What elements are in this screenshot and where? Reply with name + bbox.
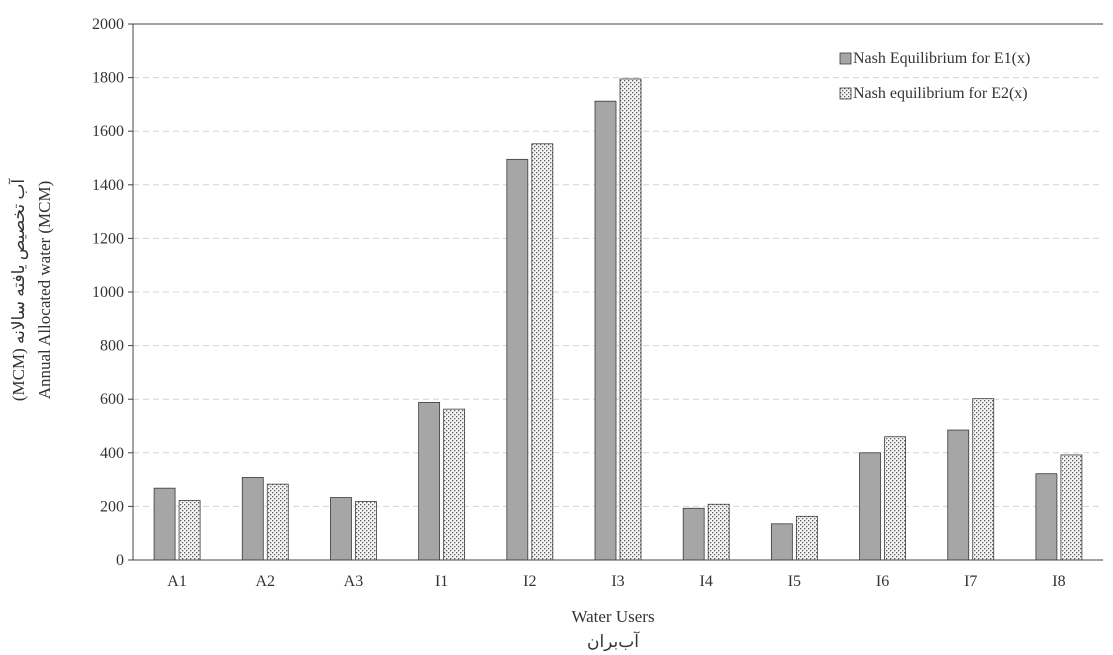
x-tick-label: I1 — [435, 573, 448, 590]
bar-series-1-A2 — [241, 477, 264, 561]
legend-item-series-1: Nash Equilibrium for E1(x) — [839, 50, 1030, 67]
y-tick-label: 800 — [100, 338, 124, 355]
y-tick-labels: 0 200 400 600 800 1000 1200 1400 1600 1800 2000 — [92, 16, 133, 569]
bar-series-2-A1 — [178, 500, 201, 561]
bar-series-1-I5 — [770, 523, 793, 561]
legend: Nash Equilibrium for E1(x) Nash equilibr… — [839, 50, 1030, 102]
bar-series-2-I5 — [795, 515, 818, 561]
y-tick-label: 1400 — [92, 177, 124, 194]
bars — [153, 78, 1083, 561]
legend-swatch-series-1 — [839, 52, 852, 65]
x-tick-label: A1 — [167, 573, 187, 590]
gridlines — [133, 77, 1103, 507]
y-axis-title-secondary: (MCM) آب تخصیص یافته سالانه — [7, 178, 29, 402]
bar-series-1-I7 — [947, 429, 970, 561]
bar-series-1-I4 — [682, 507, 705, 561]
y-tick-label: 1200 — [92, 230, 124, 247]
bar-series-1-A3 — [330, 497, 352, 561]
x-tick-label: I2 — [523, 573, 536, 590]
x-axis-title: Water Users — [571, 607, 654, 626]
bar-series-2-I8 — [1060, 454, 1083, 561]
y-tick-label: 2000 — [92, 16, 124, 33]
y-axis-title: Annual Allocated water (MCM) — [35, 181, 54, 400]
y-tick-label: 0 — [116, 552, 124, 569]
legend-label-series-1: Nash Equilibrium for E1(x) — [853, 50, 1030, 67]
y-tick-label: 1600 — [92, 123, 124, 140]
y-tick-label: 200 — [100, 498, 124, 515]
x-tick-label: A2 — [255, 573, 275, 590]
x-tick-label: A3 — [344, 573, 364, 590]
bar-series-1-I3 — [594, 100, 617, 561]
bar-series-1-I1 — [418, 402, 441, 561]
bar-series-2-A3 — [355, 501, 377, 561]
x-tick-label: I4 — [700, 573, 713, 590]
legend-label-series-2: Nash equilibrium for E2(x) — [853, 85, 1028, 102]
bar-series-2-A2 — [266, 483, 289, 561]
legend-swatch-series-2 — [839, 87, 852, 100]
bar-series-2-I1 — [443, 408, 466, 561]
x-axis-title-secondary: آب‌بران — [587, 630, 640, 652]
bar-series-1-A1 — [153, 487, 176, 561]
bar-series-2-I3 — [619, 78, 642, 561]
x-tick-label: I6 — [876, 573, 889, 590]
y-tick-label: 1000 — [92, 284, 124, 301]
x-tick-labels: A1 A2 A3 I1 I2 I3 I4 I5 I6 I7 I8 — [167, 573, 1065, 590]
bar-series-1-I6 — [859, 452, 881, 561]
y-tick-label: 400 — [100, 445, 124, 462]
bar-series-2-I6 — [884, 436, 906, 561]
y-tick-label: 1800 — [92, 70, 124, 87]
bar-series-2-I2 — [531, 143, 554, 561]
x-tick-label: I3 — [611, 573, 624, 590]
bar-series-1-I8 — [1035, 473, 1058, 561]
x-tick-label: I7 — [964, 573, 977, 590]
bar-series-2-I7 — [972, 398, 995, 561]
bar-series-2-I4 — [707, 503, 730, 561]
bar-series-1-I2 — [506, 158, 529, 561]
y-tick-label: 600 — [100, 391, 124, 408]
x-tick-label: I8 — [1052, 573, 1065, 590]
legend-item-series-2: Nash equilibrium for E2(x) — [839, 85, 1028, 102]
x-tick-label: I5 — [788, 573, 801, 590]
